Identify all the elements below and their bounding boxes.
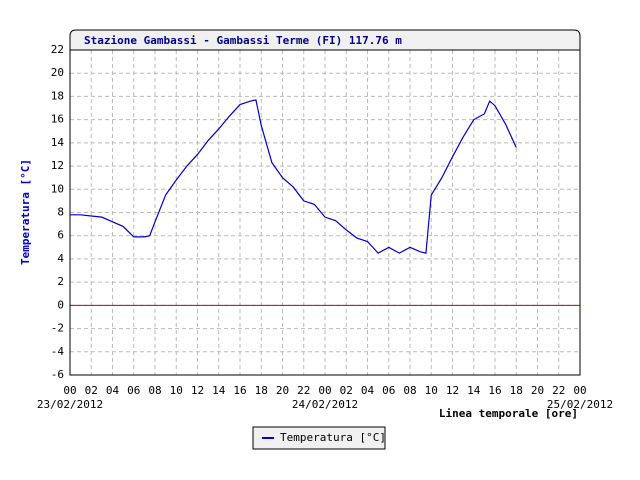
y-tick-label: 4	[57, 252, 64, 265]
x-tick-label: 08	[403, 384, 416, 397]
x-tick-label: 12	[191, 384, 204, 397]
x-tick-label: 04	[361, 384, 375, 397]
date-label: 24/02/2012	[292, 398, 358, 411]
chart-title: Stazione Gambassi - Gambassi Terme (FI) …	[84, 34, 402, 47]
x-tick-label: 18	[255, 384, 268, 397]
x-tick-label: 14	[212, 384, 226, 397]
y-tick-label: 10	[51, 182, 64, 195]
y-tick-label: 20	[51, 66, 64, 79]
legend-label: Temperatura [°C]	[280, 431, 386, 444]
y-tick-label: 14	[51, 136, 65, 149]
x-tick-label: 14	[467, 384, 481, 397]
plot-border	[69, 49, 581, 376]
y-tick-label: 18	[51, 89, 64, 102]
x-tick-label: 12	[446, 384, 459, 397]
x-tick-label: 22	[552, 384, 565, 397]
y-tick-label: 2	[57, 275, 64, 288]
x-tick-label: 02	[340, 384, 353, 397]
title-box	[69, 29, 581, 51]
x-tick-label: 08	[148, 384, 161, 397]
line-series	[70, 99, 517, 254]
x-tick-label: 20	[276, 384, 289, 397]
y-tick-label: 8	[57, 206, 64, 219]
date-label: 25/02/2012	[547, 398, 613, 411]
x-tick-label: 18	[510, 384, 523, 397]
x-tick-label: 00	[573, 384, 586, 397]
y-tick-label: 12	[51, 159, 64, 172]
x-tick-label: 06	[127, 384, 140, 397]
legend-box	[252, 426, 386, 450]
y-tick-label: 0	[57, 298, 64, 311]
x-tick-label: 16	[488, 384, 501, 397]
x-tick-label: 22	[297, 384, 310, 397]
y-tick-label: -2	[51, 322, 64, 335]
x-tick-label: 02	[85, 384, 98, 397]
y-tick-label: 6	[57, 229, 64, 242]
x-tick-label: 16	[233, 384, 246, 397]
x-tick-label: 00	[63, 384, 76, 397]
x-tick-label: 10	[170, 384, 183, 397]
x-tick-label: 10	[425, 384, 438, 397]
x-tick-label: 20	[531, 384, 544, 397]
y-tick-label: -6	[51, 368, 64, 381]
x-axis-label: Linea temporale [ore]	[439, 407, 578, 420]
date-label: 23/02/2012	[37, 398, 103, 411]
y-axis-label: Temperatura [°C]	[19, 159, 32, 265]
x-tick-label: 04	[106, 384, 120, 397]
x-tick-label: 00	[318, 384, 331, 397]
y-tick-label: 22	[51, 43, 64, 56]
y-tick-label: 16	[51, 113, 64, 126]
x-tick-label: 06	[382, 384, 395, 397]
y-tick-label: -4	[51, 345, 65, 358]
